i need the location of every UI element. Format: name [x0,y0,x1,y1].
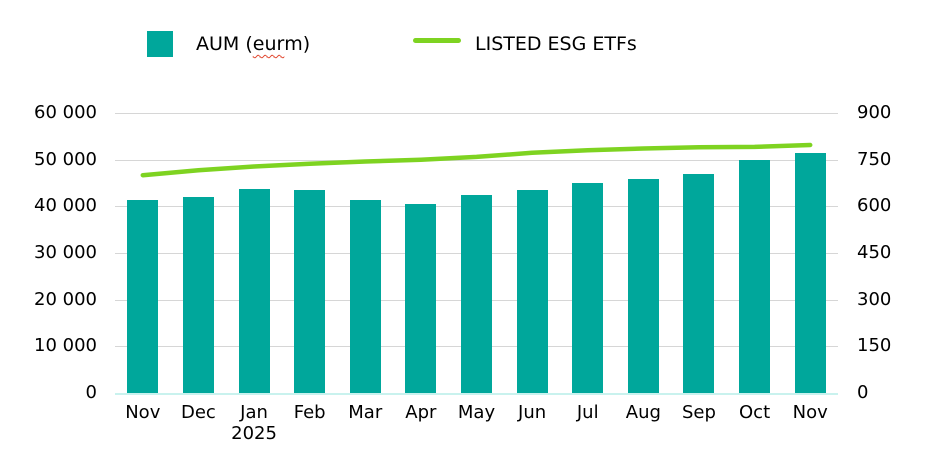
aum-bar-aug-9 [627,179,659,393]
gridline [115,113,838,114]
x-axis-label-dec-1: Dec [181,402,216,423]
legend-item-aum[interactable]: AUM (eur m) [196,31,310,57]
x-axis-label-nov-0: Nov [125,402,161,423]
left-axis-label-40000: 40 000 [34,195,97,217]
aum-bar-apr-5 [405,204,437,393]
x-axis-baseline [115,393,838,395]
etf-legend-line-swatch [413,38,461,43]
left-axis-label-60000: 60 000 [34,102,97,123]
aum-bar-feb-3 [294,190,326,393]
etf-line-series [140,142,813,178]
etf-line-series-svg [140,142,813,178]
x-axis-label-jun-7: Jun [518,402,547,423]
aum-bar-jul-8 [572,182,604,393]
right-axis-label-0: 0 [857,382,869,403]
x-axis-label-nov-12: Nov [792,402,828,423]
aum-bar-jun-7 [516,189,548,393]
right-axis-label-600: 600 [857,195,892,217]
x-axis-label-jul-8: Jul [576,402,599,423]
aum-legend-swatch [147,31,173,57]
left-axis-label-50000: 50 000 [34,148,97,170]
aum-bar-may-6 [461,194,492,393]
left-axis-label-30000: 30 000 [34,242,97,263]
x-axis-label-apr-5: Apr [405,402,437,423]
right-axis-label-750: 750 [857,148,892,170]
aum-bar-nov-12 [794,153,826,393]
left-axis-label-10000: 10 000 [34,335,97,357]
x-axis-label-jan-2: Jan 2025 [214,402,294,444]
aum-legend-label-prefix: AUM ( [196,33,253,55]
aum-bar-jan-2 [238,188,270,393]
x-axis-label-sep-10: Sep [681,402,716,423]
right-axis-label-900: 900 [857,102,892,123]
x-axis-label-may-6: May [457,402,496,423]
aum-legend-label-eur: eur [252,33,285,55]
aum-legend-label-suffix: m) [284,33,311,55]
x-axis-label-oct-11: Oct [739,402,771,423]
aum-bar-nov-0 [127,200,159,393]
x-axis-year-label: 2025 [231,423,277,444]
aum-bar-dec-1 [182,197,214,393]
right-axis-label-300: 300 [857,288,892,310]
right-axis-label-450: 450 [857,242,892,263]
etf-legend-label: LISTED ESG ETFs [475,33,637,55]
gridline [115,159,838,161]
x-axis-label-mar-4: Mar [348,402,383,423]
aum-bar-mar-4 [349,199,381,393]
left-axis-label-20000: 20 000 [34,288,97,310]
aum-bar-oct-11 [739,159,771,393]
plot-area [115,113,838,395]
legend-item-etf[interactable]: LISTED ESG ETFs [475,31,637,57]
aum-bar-sep-10 [683,174,715,393]
left-axis-label-0: 0 [85,382,97,403]
right-axis-label-150: 150 [857,335,892,357]
x-axis-label-aug-9: Aug [625,402,661,423]
x-axis-label-feb-3: Feb [293,402,326,423]
